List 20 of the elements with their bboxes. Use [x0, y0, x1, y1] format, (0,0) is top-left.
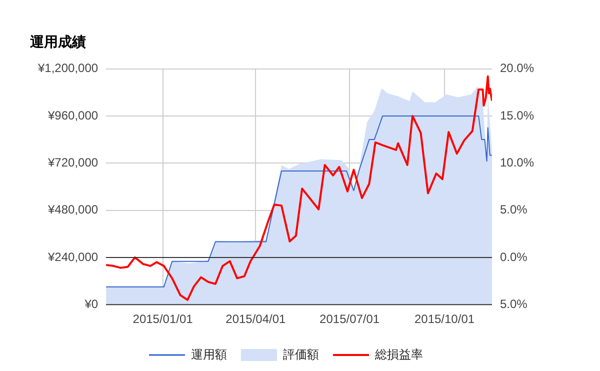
y-tick-label: ¥0: [84, 296, 98, 311]
legend-label: 総損益率: [374, 347, 423, 362]
y-tick-label: ¥960,000: [46, 108, 98, 122]
chart-title: 運用成績: [29, 33, 86, 50]
y2-tick-label: 20.0%: [500, 61, 534, 76]
y-tick-label: ¥1,200,000: [36, 61, 98, 76]
y-tick-label: ¥720,000: [46, 155, 98, 170]
x-tick-label: 2015/04/01: [226, 312, 286, 326]
legend-label: 運用額: [191, 347, 227, 362]
y2-tick-label: 10.0%: [500, 155, 534, 170]
x-tick-label: 2015/07/01: [320, 312, 380, 326]
y2-tick-label: 15.0%: [500, 108, 534, 122]
y2-tick-label: 5.0%: [500, 202, 528, 217]
y-tick-label: ¥480,000: [46, 202, 98, 217]
x-tick-label: 2015/01/01: [132, 312, 194, 326]
y2-tick-label: 0.0%: [500, 250, 528, 264]
y2-tick-label: 5.0%: [500, 296, 528, 311]
y-tick-label: ¥240,000: [46, 250, 98, 264]
legend-label: 評価額: [283, 347, 319, 362]
x-tick-label: 2015/10/01: [414, 312, 475, 326]
